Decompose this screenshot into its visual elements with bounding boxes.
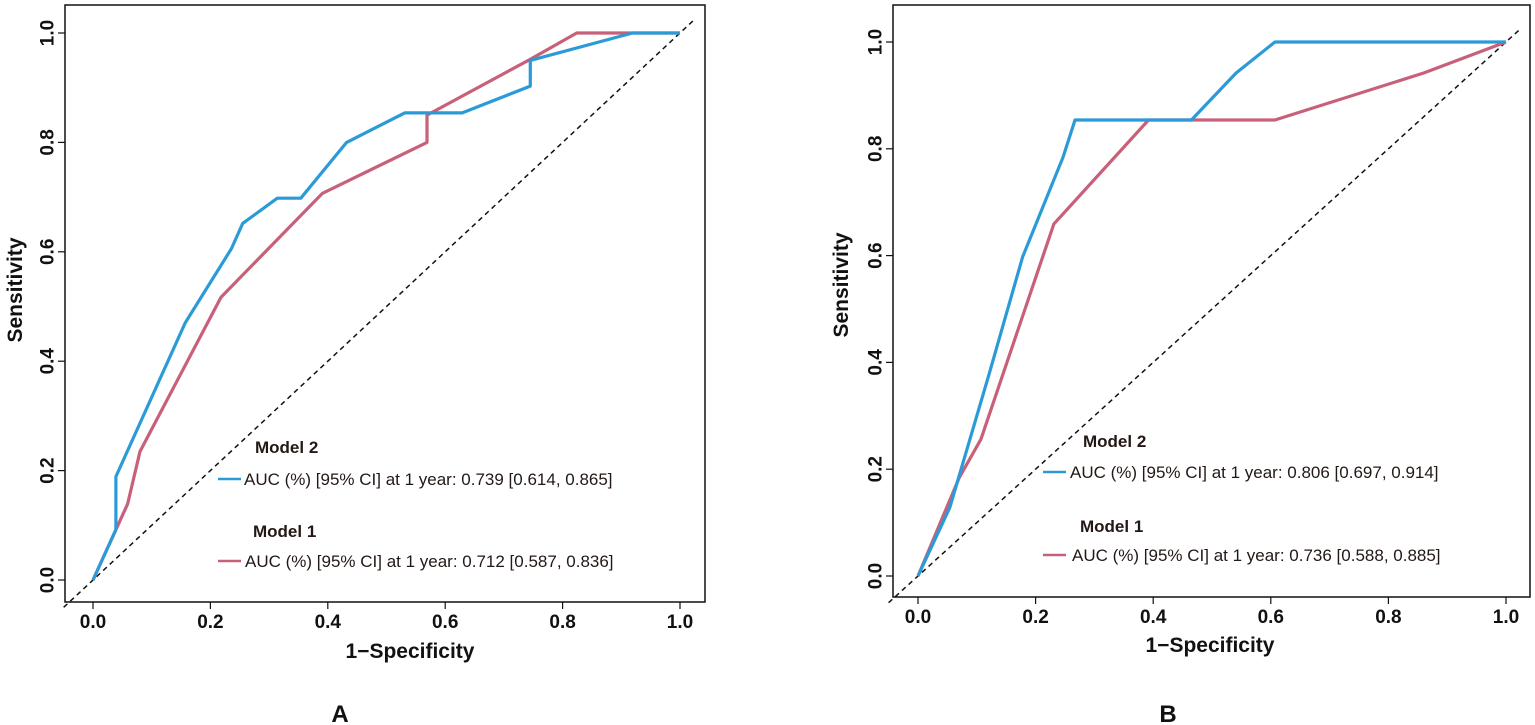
x-axis-title: 1−Specificity: [346, 640, 475, 663]
roc-curve-model-2: [91, 31, 680, 581]
y-tick-label: 0.8: [38, 129, 59, 155]
x-tick-label: 0.8: [549, 612, 575, 633]
y-axis-title: Sensitivity: [830, 232, 853, 337]
legend-title-model-1: Model 1: [1080, 517, 1143, 536]
panel-a: 0.0 0.2 0.4 0.6 0.8 1.0 0.0 0.2 0.4 0.6 0.8 1.0 1−S…: [4, 4, 706, 725]
x-tick-label: 0.6: [432, 612, 458, 633]
roc-curve-model-2: [916, 40, 1506, 577]
y-tick-label: 0.8: [866, 136, 887, 162]
x-tick-label: 0.6: [1258, 607, 1284, 628]
panel-label: A: [331, 701, 348, 725]
legend-text-model-1: AUC (%) [95% CI] at 1 year: 0.736 [0.588…: [1072, 546, 1441, 565]
y-tick-label: 0.0: [38, 567, 59, 593]
legend-text-model-2: AUC (%) [95% CI] at 1 year: 0.739 [0.614…: [244, 470, 613, 489]
x-tick-label: 0.2: [197, 612, 223, 633]
legend-text-model-1: AUC (%) [95% CI] at 1 year: 0.712 [0.587…: [245, 552, 614, 571]
y-tick-label: 0.6: [866, 242, 887, 268]
panel-b: 0.0 0.2 0.4 0.6 0.8 1.0 0.0 0.2 0.4 0.6 0.8 1.0 1−S…: [830, 4, 1531, 725]
plot-frame: [892, 4, 1531, 598]
y-tick-label: 0.6: [38, 239, 59, 265]
y-tick-label: 1.0: [866, 29, 887, 55]
x-axis-title: 1−Specificity: [1146, 634, 1275, 657]
x-tick-label: 0.0: [905, 607, 931, 628]
y-tick-label: 0.4: [866, 349, 887, 376]
y-tick-label: 0.2: [866, 456, 887, 482]
reference-diagonal: [63, 18, 696, 608]
legend-title-model-2: Model 2: [1083, 432, 1146, 451]
x-tick-label: 0.2: [1022, 607, 1048, 628]
y-tick-label: 1.0: [38, 20, 59, 46]
x-tick-label: 0.0: [80, 612, 106, 633]
y-tick-label: 0.0: [866, 563, 887, 589]
x-tick-label: 1.0: [1493, 607, 1519, 628]
panel-label: B: [1159, 701, 1176, 725]
x-tick-label: 1.0: [667, 612, 693, 633]
plot-frame: [64, 4, 706, 603]
y-tick-label: 0.2: [38, 457, 59, 483]
reference-diagonal: [888, 28, 1522, 604]
legend-text-model-2: AUC (%) [95% CI] at 1 year: 0.806 [0.697…: [1070, 463, 1439, 482]
legend-title-model-2: Model 2: [255, 438, 318, 457]
x-tick-label: 0.4: [1140, 607, 1167, 628]
y-tick-label: 0.4: [38, 348, 59, 375]
x-tick-label: 0.8: [1375, 607, 1401, 628]
roc-curve-model-1: [916, 40, 1507, 577]
y-axis-title: Sensitivity: [4, 237, 27, 342]
roc-curve-model-1: [91, 31, 680, 581]
legend-title-model-1: Model 1: [253, 522, 316, 541]
x-tick-label: 0.4: [315, 612, 342, 633]
